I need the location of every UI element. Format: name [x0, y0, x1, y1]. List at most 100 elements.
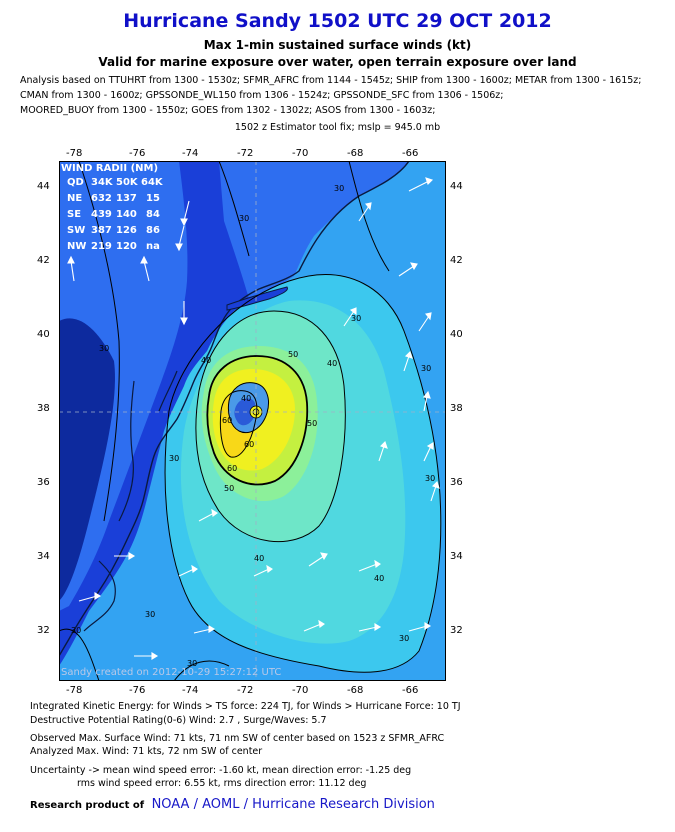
- wind-arrow-icon: [418, 312, 432, 332]
- wind-radii-quadrant: SE: [67, 209, 81, 220]
- x-tick-bottom: -72: [237, 685, 254, 696]
- wind-radii-value: 219: [91, 241, 112, 252]
- contour-label: 50: [307, 419, 317, 428]
- wind-arrow-icon: [180, 301, 188, 326]
- wind-arrow-icon: [343, 307, 357, 327]
- wind-arrow-icon: [308, 552, 328, 567]
- y-tick-left: 44: [37, 181, 50, 192]
- analysis-line: Analysis based on TTUHRT from 1300 - 153…: [20, 75, 642, 86]
- y-tick-left: 38: [37, 403, 50, 414]
- uncertainty-rms: rms wind speed error: 6.55 kt, rms direc…: [77, 778, 367, 789]
- contour-label: 30: [421, 364, 431, 373]
- wind-radii-header: WIND RADII (NM): [61, 163, 158, 174]
- land-darkest: [59, 318, 115, 601]
- contour-label: 30: [334, 184, 344, 193]
- wind-arrow-icon: [422, 390, 431, 412]
- x-tick-top: -68: [347, 148, 364, 159]
- wind-arrow-icon: [198, 508, 218, 522]
- y-tick-left: 40: [37, 329, 50, 340]
- x-tick-top: -78: [66, 148, 83, 159]
- wind-arrow-icon: [140, 255, 150, 282]
- contour-label: 30: [351, 314, 361, 323]
- analysis-sources: Analysis based on TTUHRT from 1300 - 153…: [20, 73, 660, 118]
- contour-40: [195, 310, 346, 543]
- wind-arrow-icon: [175, 225, 185, 252]
- contour-label: 60: [227, 464, 237, 473]
- wind-radii-quadrant: SW: [67, 225, 85, 236]
- x-tick-top: -76: [129, 148, 146, 159]
- noaa-aoml-hrd-link[interactable]: NOAA / AOML / Hurricane Research Divisio…: [151, 797, 435, 812]
- wind-radii-value: 137: [116, 193, 137, 204]
- wind-radii-value: 439: [91, 209, 112, 220]
- wind-arrow-icon: [408, 177, 434, 192]
- x-tick-top: -66: [402, 148, 419, 159]
- research-label: Research product of: [30, 800, 145, 811]
- contour-30-north: [218, 161, 250, 257]
- y-tick-right: 44: [450, 181, 463, 192]
- contour-label: 30: [71, 626, 81, 635]
- y-tick-left: 36: [37, 477, 50, 488]
- observed-max-wind: Observed Max. Surface Wind: 71 kts, 71 n…: [30, 733, 445, 744]
- wind-arrow-icon: [78, 592, 102, 602]
- y-tick-right: 34: [450, 551, 463, 562]
- wind-vectors: [67, 177, 440, 660]
- chesapeake-bay: [118, 380, 135, 522]
- contour-60: [219, 390, 258, 458]
- wind-arrow-icon: [178, 564, 198, 577]
- map-frame: [59, 161, 446, 681]
- contour-label: 40: [327, 359, 337, 368]
- contour-inner: [227, 382, 269, 434]
- contour-label: 30: [425, 474, 435, 483]
- x-tick-top: -74: [182, 148, 199, 159]
- wind-arrow-icon: [358, 623, 382, 632]
- y-tick-right: 40: [450, 329, 463, 340]
- wind-radii-value: 15: [146, 193, 160, 204]
- x-tick-bottom: -66: [402, 685, 419, 696]
- wind-arrow-icon: [430, 480, 440, 502]
- contour-label: 30: [145, 610, 155, 619]
- wind-radii-value: 387: [91, 225, 112, 236]
- wind-radii-value: na: [146, 241, 160, 252]
- wind-arrow-icon: [303, 619, 325, 632]
- contour-label: 30: [99, 344, 109, 353]
- wind-field-map: 30 30 30 30 30 30 40 40 40 40 50 50 50 6…: [59, 161, 446, 681]
- delaware-bay: [158, 370, 178, 412]
- contour-label: 60: [222, 416, 232, 425]
- y-tick-right: 36: [450, 477, 463, 488]
- contour-30-east: [348, 161, 390, 272]
- destructive-potential: Destructive Potential Rating(0-6) Wind: …: [30, 715, 327, 726]
- wind-arrow-icon: [114, 552, 136, 560]
- land-new-england: [219, 161, 409, 299]
- contour-label: 40: [201, 356, 211, 365]
- analysis-line: CMAN from 1300 - 1600z; GPSSONDE_WL150 f…: [20, 90, 504, 101]
- contour-label: 40: [374, 574, 384, 583]
- x-tick-bottom: -74: [182, 685, 199, 696]
- y-tick-left: 32: [37, 625, 50, 636]
- creation-credit: Sandy created on 2012-10-29 15:27:12 UTC: [61, 667, 281, 678]
- x-tick-top: -72: [237, 148, 254, 159]
- contour-label: 30: [187, 659, 197, 668]
- wind-arrow-icon: [408, 622, 432, 632]
- x-tick-bottom: -68: [347, 685, 364, 696]
- wind-arrow-icon: [253, 564, 273, 577]
- wind-radii-quadrant: NW: [67, 241, 86, 252]
- wind-radii-value: 126: [116, 225, 137, 236]
- y-tick-right: 32: [450, 625, 463, 636]
- wind-arrow-icon: [193, 625, 216, 634]
- wind-radii-value: 120: [116, 241, 137, 252]
- contour-30-west: [78, 161, 120, 522]
- research-credit: Research product of NOAA / AOML / Hurric…: [30, 797, 435, 812]
- analyzed-max-wind: Analyzed Max. Wind: 71 kts, 72 nm SW of …: [30, 746, 263, 757]
- y-tick-right: 42: [450, 255, 463, 266]
- wind-radii-value: 84: [146, 209, 160, 220]
- wind-radii-col: 34K: [91, 177, 114, 188]
- pamlico-sound: [83, 560, 116, 632]
- page-title: Hurricane Sandy 1502 UTC 29 OCT 2012: [123, 10, 552, 32]
- analysis-line: MOORED_BUOY from 1300 - 1550z; GOES from…: [20, 105, 436, 116]
- wind-radii-value: 632: [91, 193, 112, 204]
- contour-label: 40: [254, 554, 264, 563]
- contour-label: 30: [239, 214, 249, 223]
- wind-radii-value: 86: [146, 225, 160, 236]
- wind-radii-col: 50K: [116, 177, 139, 188]
- x-tick-bottom: -76: [129, 685, 146, 696]
